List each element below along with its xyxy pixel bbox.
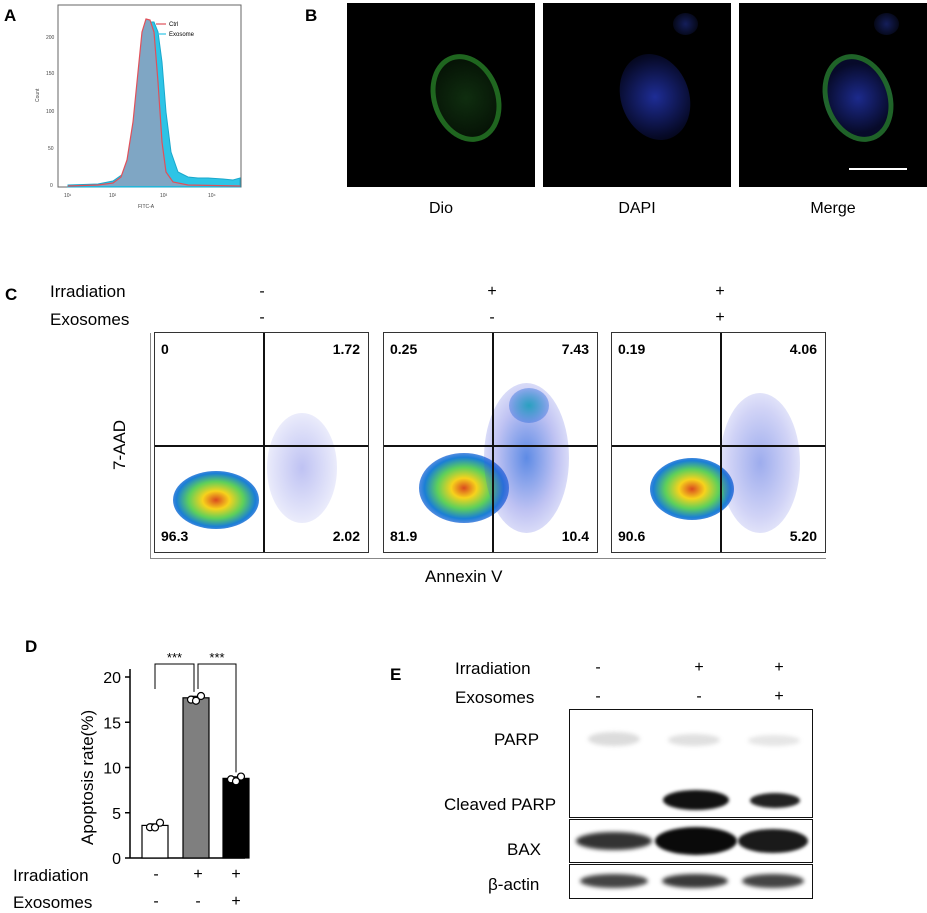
significance-bracket	[154, 663, 195, 692]
flow-row-label-exosomes: Exosomes	[50, 310, 130, 329]
quadrant-ll: 90.6	[618, 528, 646, 544]
bar	[182, 697, 210, 859]
histogram-ytick: 0	[50, 183, 53, 189]
histogram-ytick: 200	[46, 35, 55, 41]
quadrant-ur: 7.43	[561, 341, 589, 357]
data-point	[231, 777, 241, 786]
bar-exosomes-sign: +	[231, 893, 241, 910]
flow-xlabel: Annexin V	[425, 567, 503, 586]
quadrant-ul: 0.25	[390, 341, 418, 357]
flow-row-label-irradiation: Irradiation	[50, 282, 126, 301]
wb-exosomes-sign: -	[696, 688, 702, 705]
quadrant-ll: 81.9	[390, 528, 418, 544]
wb-band-label-parp: PARP	[494, 730, 540, 749]
wb-band-label-bax: BAX	[507, 840, 542, 859]
data-point	[155, 818, 165, 827]
wb-exosomes-sign: -	[595, 688, 601, 705]
wb-band-label-beta-actin: β-actin	[488, 875, 540, 894]
micrograph-label-merge: Merge	[810, 200, 856, 217]
wb-irradiation-sign: +	[774, 659, 784, 676]
bar-row-label-irradiation: Irradiation	[13, 866, 89, 885]
bar-exosomes-sign: -	[153, 893, 159, 910]
flow-exosomes-sign: +	[715, 309, 725, 326]
wb-row-label-irradiation: Irradiation	[455, 659, 531, 678]
flow-irradiation-sign: +	[715, 283, 725, 300]
bar-irradiation-sign: +	[231, 866, 241, 883]
bar-chart-ytick-label: 20	[103, 670, 121, 687]
histogram-ytick: 150	[46, 71, 55, 77]
flow-irradiation-sign: +	[487, 283, 497, 300]
micrograph-dio	[347, 3, 535, 187]
quadrant-lr: 2.02	[332, 528, 360, 544]
data-point	[150, 823, 160, 832]
significance-bracket	[197, 663, 237, 773]
data-point	[236, 772, 246, 781]
bar	[222, 777, 250, 859]
micrograph-label-dapi: DAPI	[618, 200, 656, 217]
significance-label: ***	[209, 650, 224, 665]
wb-band-label-cleaved-parp: Cleaved PARP	[444, 795, 557, 814]
panel-label-c: C	[5, 285, 18, 304]
micrograph-label-dio: Dio	[428, 200, 453, 217]
histogram-xlabel: FITC-A	[138, 204, 155, 210]
scale-bar	[849, 168, 907, 170]
apoptosis-bar-chart: 0 5 10 15 20 *** ***	[103, 650, 250, 868]
bar-chart-ytick-label: 5	[112, 806, 121, 823]
histogram-ytick: 100	[46, 109, 55, 115]
legend-exosome-label: Exosome	[169, 32, 195, 38]
quadrant-ur: 1.72	[332, 341, 360, 357]
bar-exosomes-sign: -	[195, 893, 201, 910]
legend-ctrl-label: Ctrl	[169, 22, 178, 28]
flow-x-axis	[150, 558, 826, 559]
flow-irradiation-sign: -	[259, 283, 265, 300]
histogram-ytick: 50	[48, 146, 54, 152]
wb-irradiation-sign: +	[694, 659, 704, 676]
histogram-xtick: 10¹	[64, 193, 72, 199]
wb-exosomes-sign: +	[774, 688, 784, 705]
quadrant-lr: 10.4	[561, 528, 589, 544]
histogram-xtick: 10³	[160, 193, 168, 199]
micrograph-merge	[739, 3, 927, 187]
wb-blot-beta-actin	[569, 864, 813, 899]
histogram-xtick: 10²	[109, 193, 117, 199]
quadrant-lr: 5.20	[789, 528, 817, 544]
flow-ylabel: 7-AAD	[110, 419, 129, 470]
bar-row-label-exosomes: Exosomes	[13, 893, 93, 912]
bar-irradiation-sign: -	[153, 866, 159, 883]
bar-chart-ylabel: Apoptosis rate(%)	[78, 709, 97, 845]
histogram-ylabel: Count	[35, 88, 41, 102]
histogram-ctrl-curve	[67, 18, 241, 187]
flow-plot-3: 0.19 4.06 90.6 5.20	[611, 332, 826, 553]
bar-irradiation-sign: +	[193, 866, 203, 883]
flow-y-axis	[150, 333, 151, 559]
micrograph-dapi	[543, 3, 731, 187]
wb-blot-bax	[569, 819, 813, 863]
histogram-xtick: 10⁴	[208, 193, 216, 199]
data-point	[191, 696, 201, 705]
quadrant-ul: 0	[161, 341, 169, 357]
wb-blot-parp	[569, 709, 813, 818]
flow-exosomes-sign: -	[259, 309, 265, 326]
data-point	[196, 691, 206, 701]
panel-label-d: D	[25, 637, 38, 656]
bar-chart-ytick-label: 0	[112, 851, 121, 868]
quadrant-ul: 0.19	[618, 341, 646, 357]
panel-label-a: A	[4, 6, 17, 25]
flow-plot-1: 0 1.72 96.3 2.02	[154, 332, 369, 553]
bar-chart-ytick-label: 15	[103, 715, 121, 732]
histogram-plot: 0 50 100 150 200 10¹ 10² 10³ 10⁴ FITC-A …	[35, 4, 242, 210]
flow-plot-2: 0.25 7.43 81.9 10.4	[383, 332, 598, 553]
wb-row-label-exosomes: Exosomes	[455, 688, 535, 707]
bar-chart-ytick-label: 10	[103, 761, 121, 778]
quadrant-ll: 96.3	[161, 528, 189, 544]
panel-label-e: E	[390, 665, 402, 684]
flow-exosomes-sign: -	[489, 309, 495, 326]
panel-label-b: B	[305, 6, 318, 25]
significance-label: ***	[167, 650, 182, 665]
wb-irradiation-sign: -	[595, 659, 601, 676]
quadrant-ur: 4.06	[789, 341, 817, 357]
